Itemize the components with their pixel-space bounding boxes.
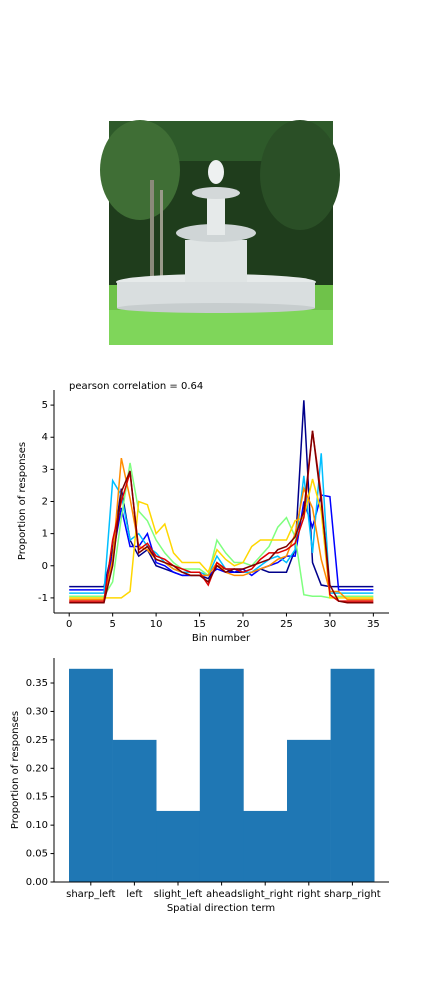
y-tick-label: 4 bbox=[42, 432, 48, 443]
x-tick-label: ahead bbox=[206, 889, 237, 900]
y-tick-label: 1 bbox=[42, 529, 48, 540]
photo bbox=[100, 120, 340, 345]
y-tick-label: 0.30 bbox=[26, 706, 48, 717]
bar bbox=[156, 810, 201, 882]
y-tick-label: 0.20 bbox=[26, 763, 48, 774]
bar bbox=[199, 668, 244, 882]
y-tick-label: -1 bbox=[38, 593, 48, 604]
line-y-label: Proportion of responses bbox=[17, 442, 28, 560]
bar-x-label: Spatial direction term bbox=[167, 903, 275, 914]
x-tick-label: 35 bbox=[367, 619, 380, 630]
line-series bbox=[69, 430, 374, 604]
x-tick-label: 30 bbox=[324, 619, 337, 630]
line-series bbox=[69, 462, 374, 599]
line-series bbox=[69, 453, 374, 594]
line-series bbox=[69, 457, 374, 601]
x-tick-label: 10 bbox=[150, 619, 163, 630]
x-tick-label: right bbox=[297, 889, 321, 900]
y-tick-label: 0.35 bbox=[26, 678, 48, 689]
line-series bbox=[69, 430, 374, 602]
bar bbox=[112, 739, 157, 882]
y-tick-label: 0.05 bbox=[26, 849, 48, 860]
line-series bbox=[69, 478, 374, 599]
y-tick-label: 0.00 bbox=[26, 877, 48, 888]
bar bbox=[243, 810, 288, 882]
x-tick-label: 5 bbox=[109, 619, 115, 630]
y-tick-label: 3 bbox=[42, 464, 48, 475]
y-tick-label: 5 bbox=[42, 400, 48, 411]
y-tick-label: 0.25 bbox=[26, 735, 48, 746]
x-tick-label: 15 bbox=[193, 619, 206, 630]
line-x-label: Bin number bbox=[192, 633, 251, 644]
x-tick-label: 20 bbox=[237, 619, 250, 630]
x-tick-label: sharp_right bbox=[324, 889, 381, 900]
x-tick-label: sharp_left bbox=[66, 889, 115, 900]
bar-y-label: Proportion of responses bbox=[10, 711, 21, 829]
y-tick-label: 0 bbox=[42, 561, 48, 572]
x-tick-label: 25 bbox=[280, 619, 293, 630]
x-tick-label: slight_left bbox=[154, 889, 203, 900]
line-title: pearson correlation = 0.64 bbox=[69, 381, 203, 392]
y-tick-label: 0.15 bbox=[26, 792, 48, 803]
bar bbox=[287, 739, 331, 882]
x-tick-label: left bbox=[126, 889, 142, 900]
y-tick-label: 2 bbox=[42, 497, 48, 508]
bar bbox=[330, 668, 375, 882]
bar bbox=[69, 668, 113, 882]
x-tick-label: slight_right bbox=[237, 889, 293, 900]
x-tick-label: 0 bbox=[66, 619, 72, 630]
line-series bbox=[69, 494, 374, 591]
y-tick-label: 0.10 bbox=[26, 820, 48, 831]
